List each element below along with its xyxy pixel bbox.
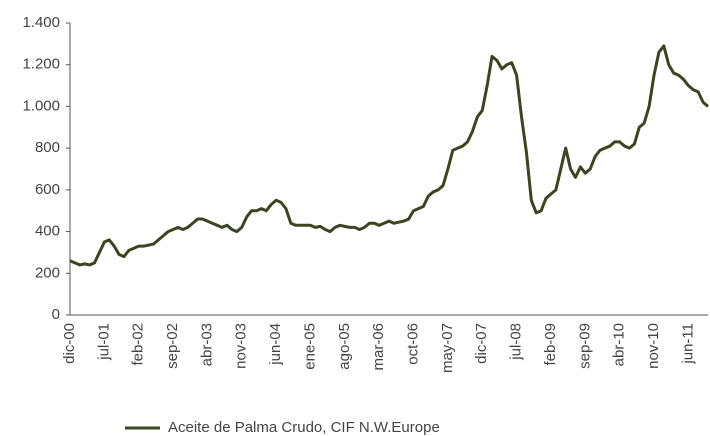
x-tick-label: sep-09 — [576, 323, 593, 369]
x-tick-label: feb-09 — [542, 323, 559, 366]
y-tick-label: 800 — [35, 139, 60, 156]
x-tick-label: feb-02 — [130, 323, 147, 366]
x-tick-label: mar-06 — [370, 323, 387, 371]
x-tick-label: nov-10 — [645, 323, 662, 369]
x-tick-label: jul-08 — [508, 323, 525, 361]
x-tick-label: jul-01 — [95, 323, 112, 361]
x-tick-label: jun-11 — [679, 323, 696, 365]
x-tick-label: jun-04 — [267, 323, 284, 366]
x-tick-label: oct-06 — [405, 323, 422, 365]
y-tick-label: 200 — [35, 264, 60, 281]
series-line — [69, 44, 709, 267]
x-tick-label: ene-05 — [301, 323, 318, 370]
x-tick-label: dic-00 — [61, 323, 78, 364]
x-tick-label: may-07 — [439, 323, 456, 373]
x-tick-label: nov-03 — [233, 323, 250, 369]
x-tick-label: dic-07 — [473, 323, 490, 364]
y-tick-label: 1.200 — [22, 56, 60, 73]
y-tick-label: 1.400 — [22, 14, 60, 31]
x-tick-label: abr-03 — [198, 323, 215, 366]
y-tick-label: 600 — [35, 181, 60, 198]
x-tick-label: ago-05 — [336, 323, 353, 370]
y-tick-label: 1.000 — [22, 97, 60, 114]
y-tick-label: 0 — [52, 306, 60, 323]
legend-label: Aceite de Palma Crudo, CIF N.W.Europe — [168, 419, 440, 436]
x-tick-label: sep-02 — [164, 323, 181, 369]
x-tick-label: abr-10 — [611, 323, 628, 366]
y-tick-label: 400 — [35, 223, 60, 240]
